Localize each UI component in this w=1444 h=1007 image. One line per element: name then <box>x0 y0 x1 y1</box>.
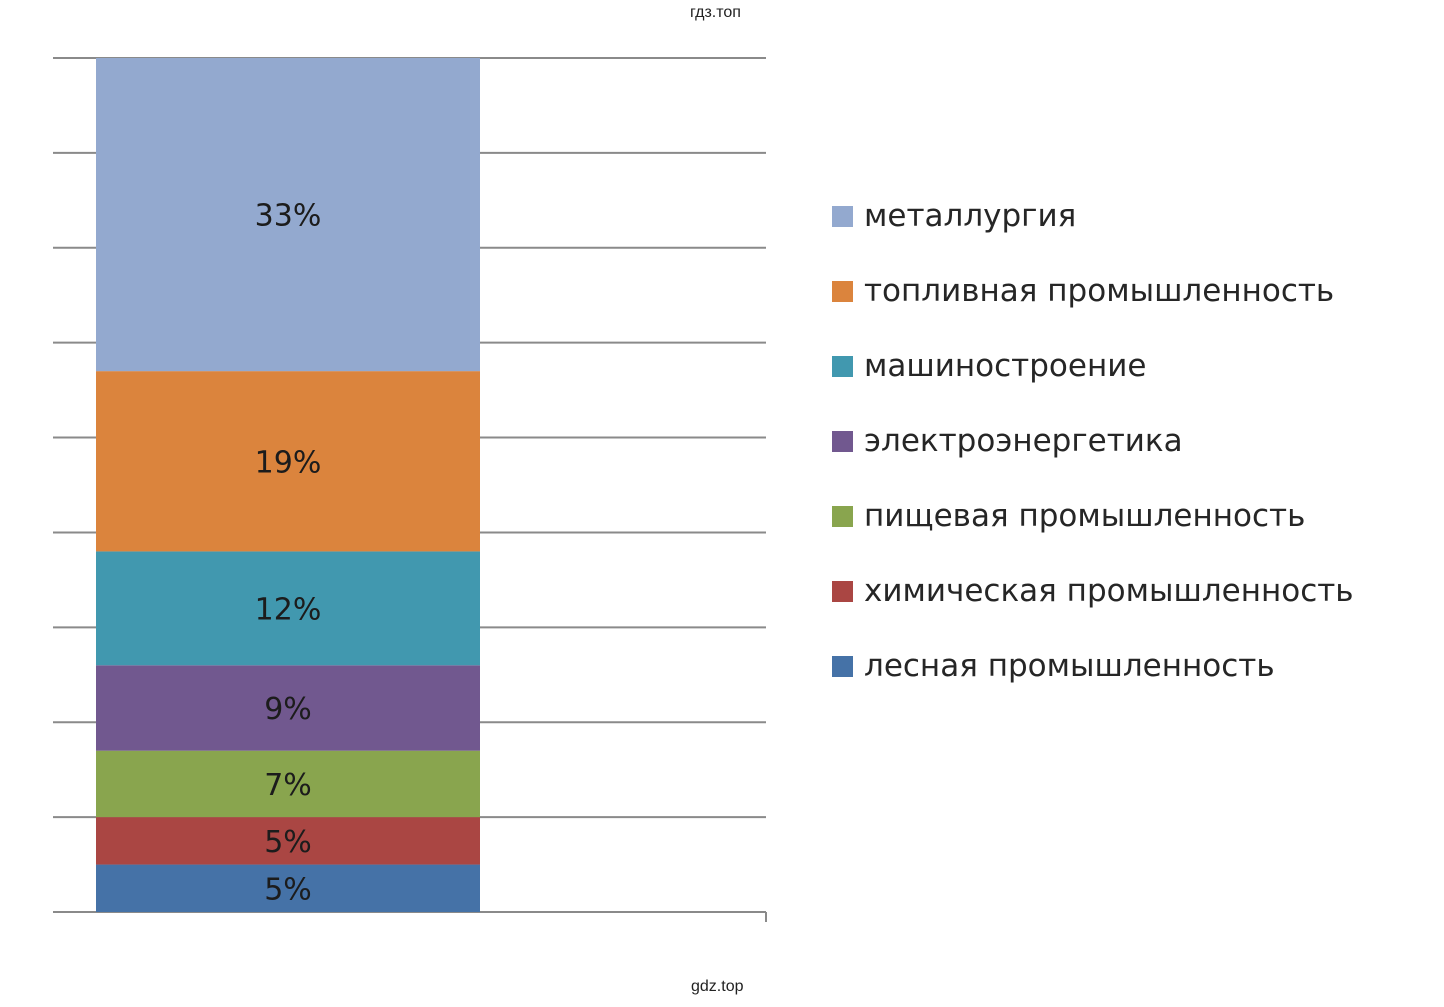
watermark-bottom: gdz.top <box>691 978 744 995</box>
legend-swatch <box>832 656 853 677</box>
bar-segment <box>96 665 480 751</box>
legend-swatch <box>832 431 853 452</box>
data-label: 5% <box>264 825 312 860</box>
data-label: 7% <box>264 768 312 803</box>
bar-segment <box>96 817 480 865</box>
legend-swatch <box>832 581 853 602</box>
legend-label: машиностроение <box>864 348 1147 384</box>
watermark-top: гдз.топ <box>690 4 741 21</box>
legend-swatch <box>832 356 853 377</box>
data-label: 33% <box>255 199 322 234</box>
legend-swatch <box>832 281 853 302</box>
bar-segment <box>96 750 480 818</box>
legend-swatch <box>832 206 853 227</box>
bar-segment <box>96 551 480 666</box>
bar-segment <box>96 864 480 912</box>
bar-segment <box>96 371 480 552</box>
data-label: 9% <box>264 692 312 727</box>
legend-swatch <box>832 506 853 527</box>
data-label: 5% <box>264 872 312 907</box>
stacked-bar-chart: 5% 5% 7% 9% 12% 19% 33% <box>53 57 767 922</box>
data-label: 19% <box>255 445 322 480</box>
legend-label: металлургия <box>864 198 1077 234</box>
legend-label: электроэнергетика <box>864 423 1183 459</box>
legend-label: пищевая промышленность <box>864 498 1306 534</box>
legend-label: лесная промышленность <box>864 648 1275 684</box>
legend-label: химическая промышленность <box>864 573 1354 609</box>
legend-label: топливная промышленность <box>864 273 1335 309</box>
data-label: 12% <box>255 592 322 627</box>
bar-segment <box>96 58 480 372</box>
